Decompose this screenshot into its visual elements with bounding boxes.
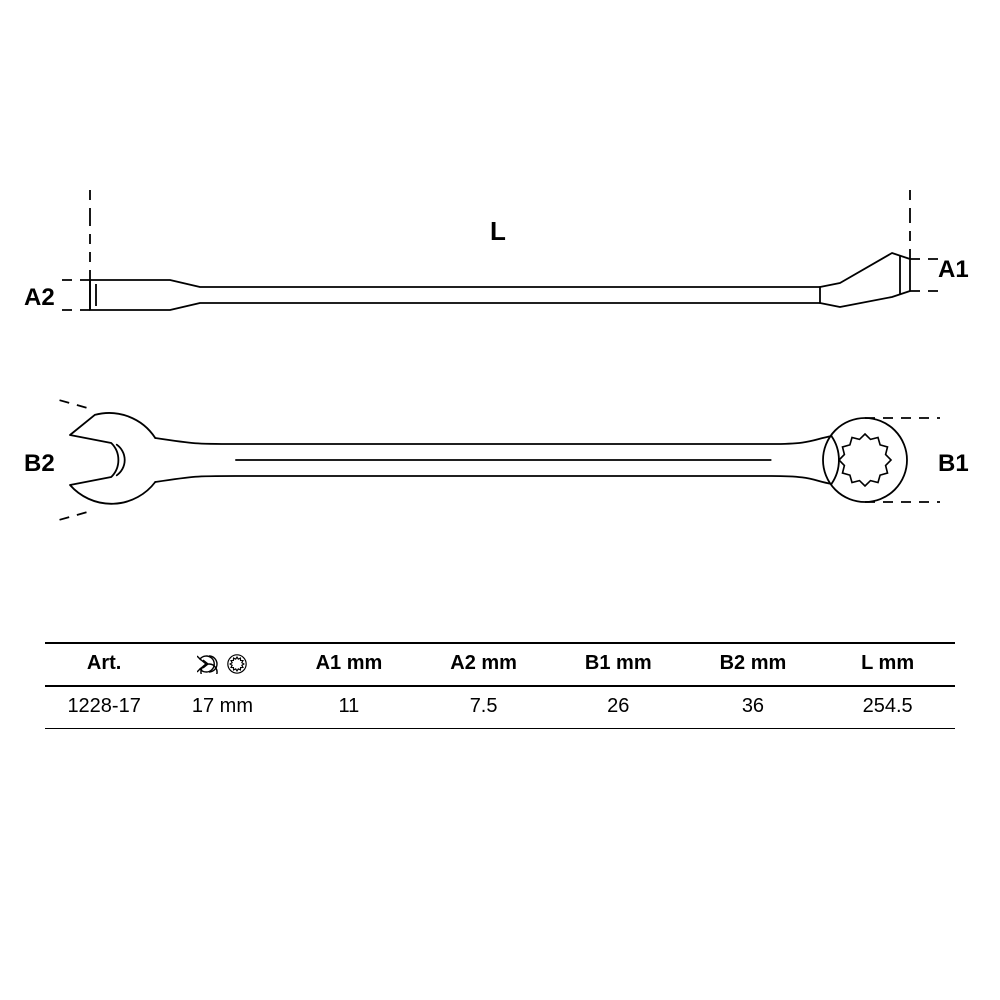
col-size-icons — [163, 643, 281, 686]
label-A1: A1 — [938, 256, 969, 284]
cell-b2: 36 — [686, 686, 821, 729]
label-B2: B2 — [24, 450, 55, 478]
col-a2: A2 mm — [416, 643, 551, 686]
wrench-diagram-svg — [0, 0, 1000, 640]
cell-size: 17 mm — [163, 686, 281, 729]
label-A2: A2 — [24, 284, 55, 312]
cell-b1: 26 — [551, 686, 686, 729]
col-art: Art. — [45, 643, 163, 686]
cell-art: 1228-17 — [45, 686, 163, 729]
technical-drawing: L A1 A2 B1 B2 Art. — [0, 0, 1000, 1000]
label-L: L — [490, 216, 506, 247]
cell-a1: 11 — [282, 686, 417, 729]
open-end-icon — [197, 654, 221, 674]
col-b1: B1 mm — [551, 643, 686, 686]
col-a1: A1 mm — [282, 643, 417, 686]
col-b2: B2 mm — [686, 643, 821, 686]
ring-end-icon — [226, 653, 248, 675]
label-B1: B1 — [938, 450, 969, 478]
cell-a2: 7.5 — [416, 686, 551, 729]
table-header-row: Art. — [45, 643, 955, 686]
col-l: L mm — [820, 643, 955, 686]
table-row: 1228-17 17 mm 11 7.5 26 36 254.5 — [45, 686, 955, 729]
cell-l: 254.5 — [820, 686, 955, 729]
spec-table: Art. — [45, 642, 955, 729]
